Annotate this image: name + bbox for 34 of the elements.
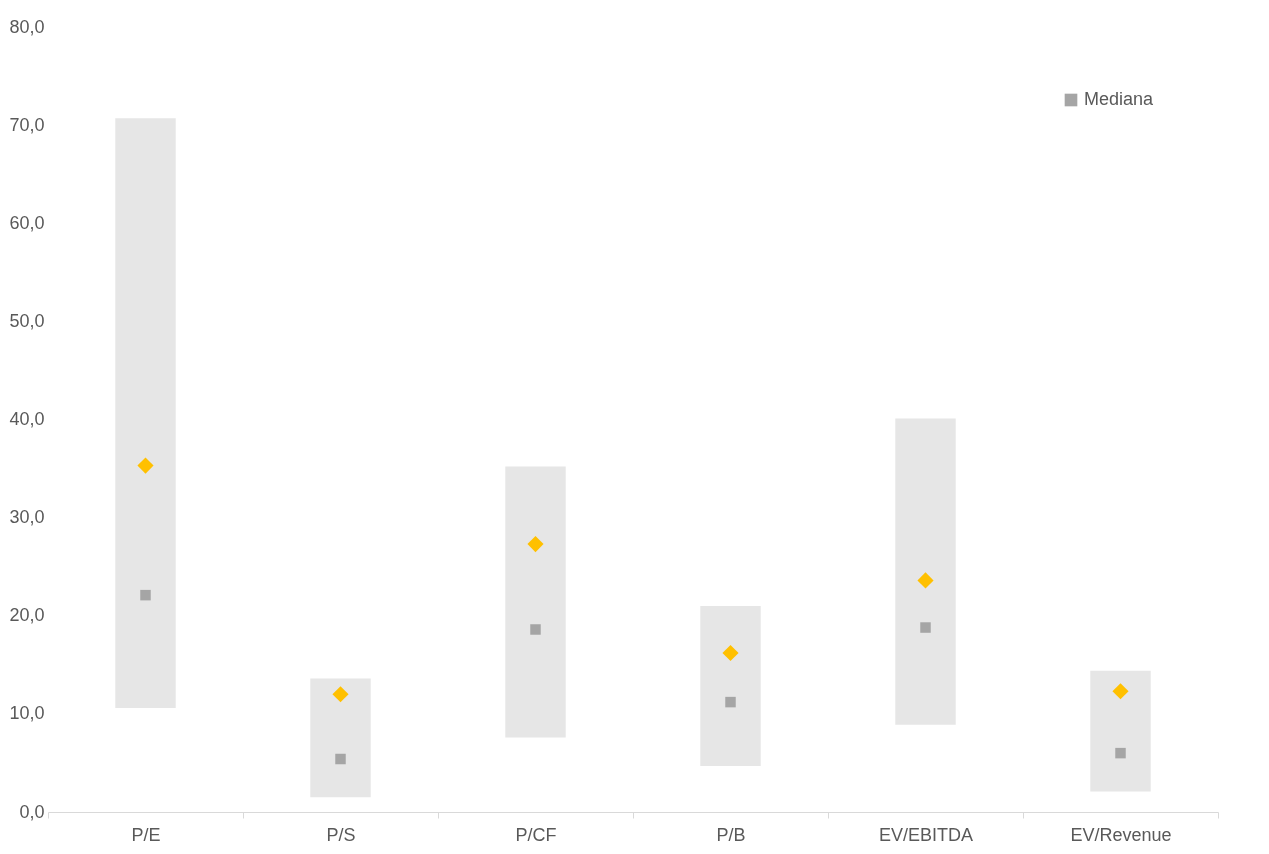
point: [917, 572, 934, 589]
y-tick-label: 70,0: [9, 114, 45, 135]
point: [920, 622, 931, 633]
legend-label: Mediana: [1084, 89, 1155, 109]
x-tick-label: EV/EBITDA: [878, 824, 974, 845]
point: [140, 589, 151, 601]
point: [137, 457, 154, 474]
x-tick-label: P/E: [131, 824, 161, 845]
x-tick-label: P/S: [326, 824, 356, 845]
point: [725, 696, 736, 708]
x-tick-label: P/CF: [515, 824, 557, 845]
point: [527, 536, 544, 553]
x-tick-label: EV/Revenue: [1070, 824, 1172, 845]
x-tick-label: P/B: [716, 824, 746, 845]
y-tick-label: 40,0: [9, 409, 45, 429]
y-tick-label: 60,0: [9, 212, 45, 233]
y-tick-label: 50,0: [9, 310, 45, 331]
y-tick-label: 10,0: [9, 703, 45, 724]
bar: [310, 678, 371, 798]
point: [530, 624, 541, 635]
y-tick-label: 0,0: [19, 801, 45, 822]
y-tick-label: 20,0: [9, 605, 45, 626]
bar: [700, 605, 761, 766]
point: [335, 753, 346, 765]
bar: [895, 418, 956, 725]
point: [1112, 683, 1129, 700]
bar: [1090, 670, 1151, 792]
y-tick-label: 30,0: [9, 507, 45, 528]
point: [1115, 747, 1126, 759]
bar: [115, 118, 176, 708]
point: [722, 644, 739, 662]
bar: [505, 466, 566, 738]
point: [332, 686, 349, 703]
y-tick-label: 80,0: [9, 16, 45, 37]
